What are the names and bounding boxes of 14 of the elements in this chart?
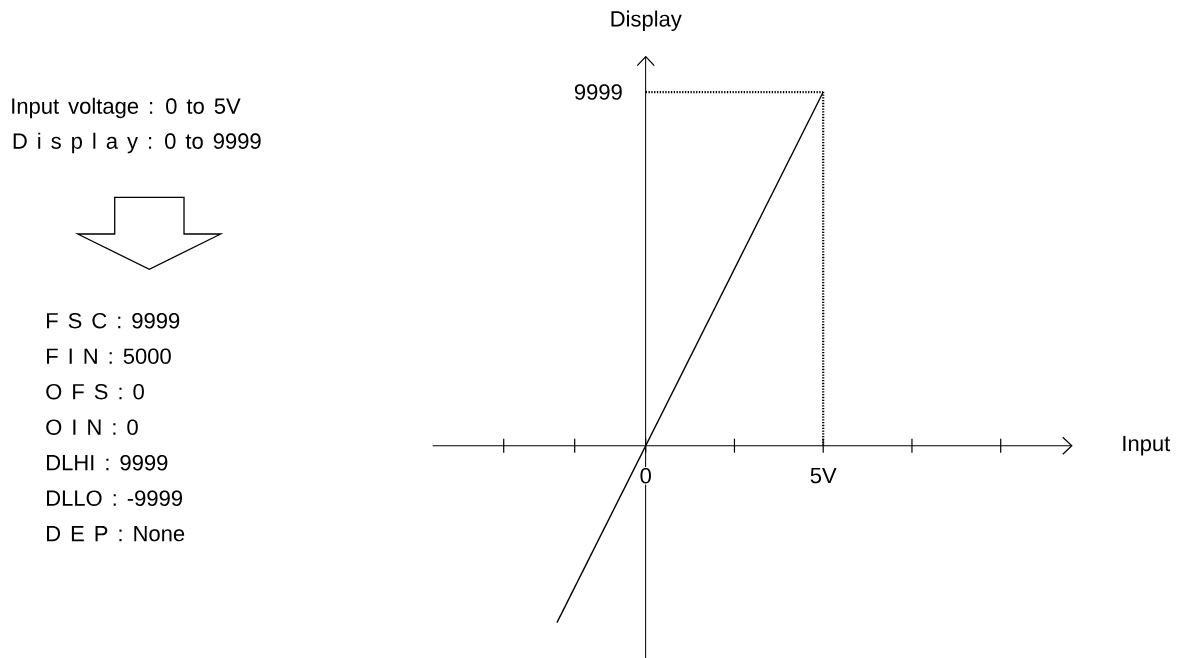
annotation: 9999: [574, 84, 622, 100]
text: DLLO : -9999: [47, 490, 183, 506]
text: O I N : 0: [46, 419, 138, 435]
x-axis-title: Input: [1123, 435, 1171, 456]
text: D E P : None: [47, 526, 185, 542]
x-tick-label: 5V: [810, 467, 837, 484]
text: F I N : 5000: [47, 348, 171, 364]
text: F S C : 9999: [47, 312, 180, 329]
text: D i s p l a y : 0 to 9999: [13, 132, 261, 154]
y-axis-title: Display: [611, 10, 682, 32]
text: DLHI : 9999: [47, 454, 168, 471]
x-tick-label: 0: [640, 467, 651, 484]
text: O F S : 0: [46, 383, 144, 400]
text: Input voltage : 0 to 5V: [12, 97, 241, 119]
